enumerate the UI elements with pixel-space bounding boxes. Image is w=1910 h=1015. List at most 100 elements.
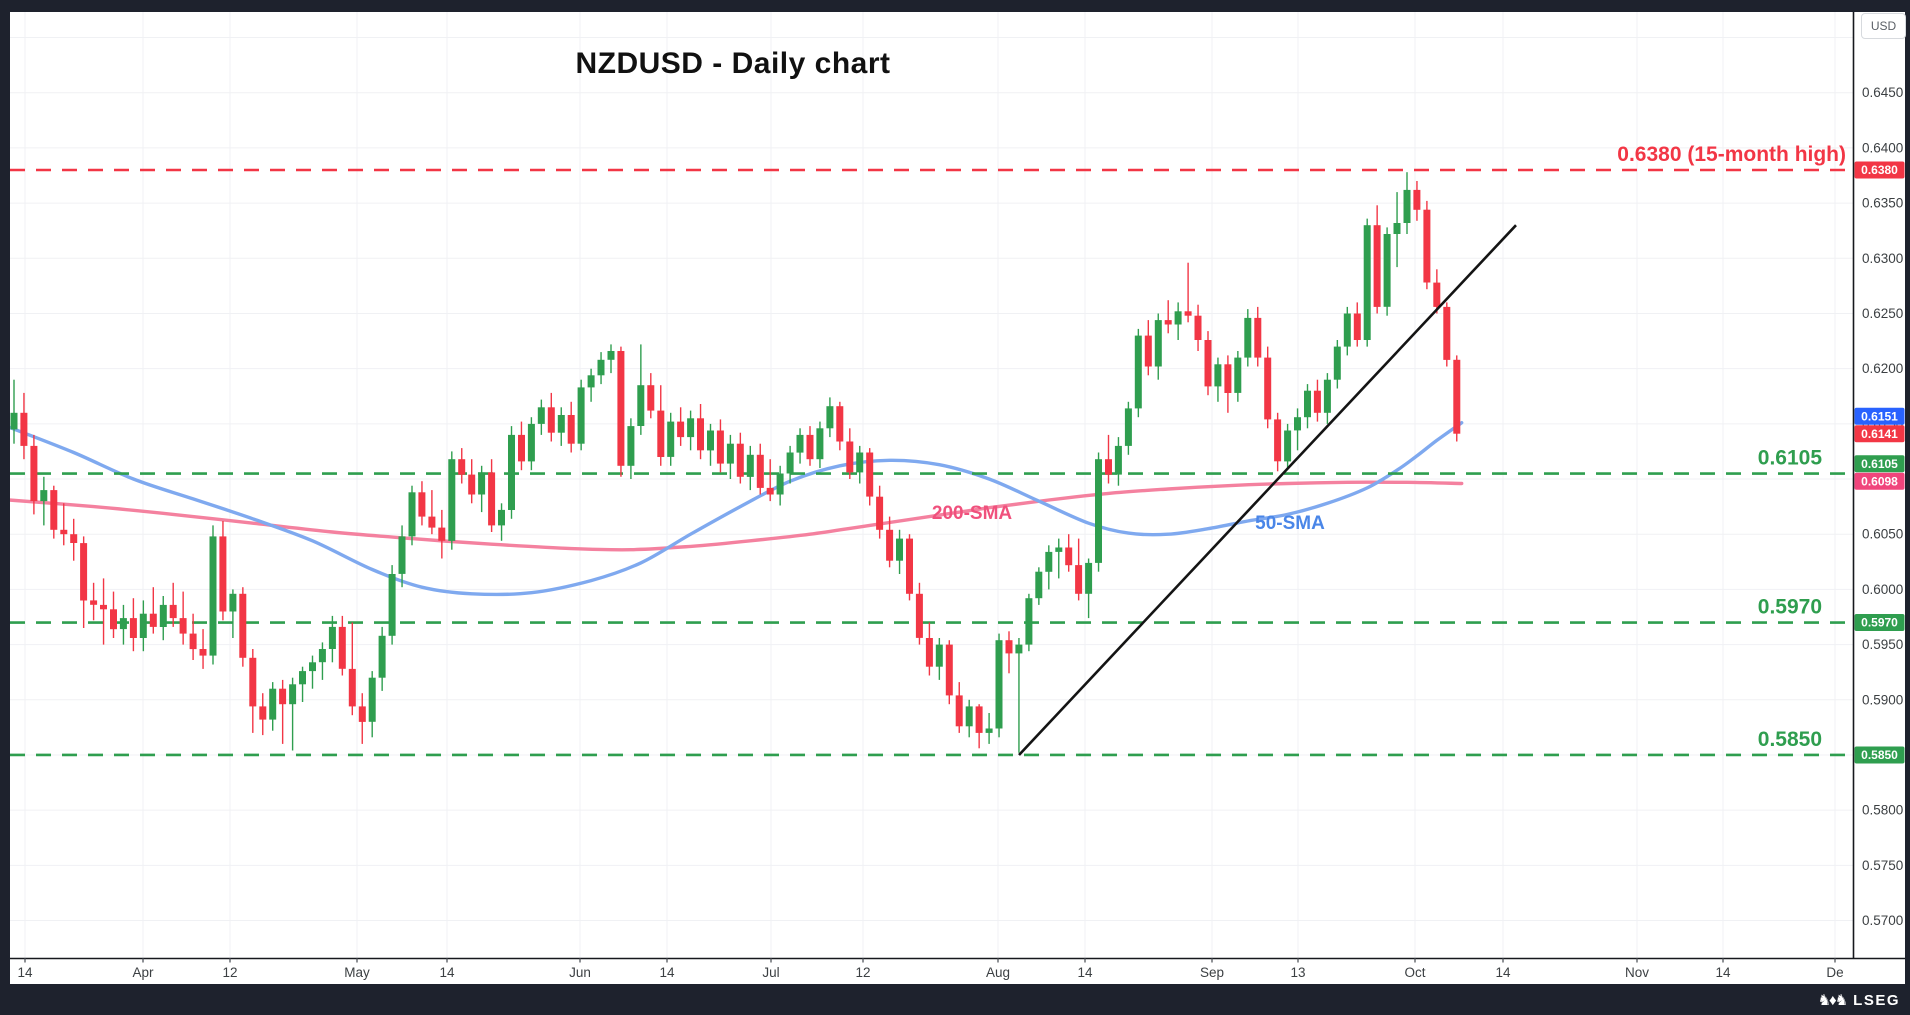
candle-body	[468, 474, 476, 495]
candle-body	[90, 600, 98, 605]
candle-body	[259, 706, 267, 720]
candle-body	[896, 538, 903, 561]
candle	[279, 679, 287, 744]
candle	[1144, 320, 1152, 376]
level-label: 0.6105	[1758, 447, 1823, 470]
price-badge: 0.5850	[1854, 746, 1905, 764]
candle	[269, 682, 277, 731]
candle-body	[886, 529, 894, 561]
x-axis-label: 14	[17, 965, 33, 980]
candle	[1095, 452, 1102, 572]
candle	[527, 417, 535, 471]
page-title: NZDUSD - Daily chart	[575, 47, 891, 80]
candle	[40, 476, 48, 526]
candle-body	[925, 638, 933, 667]
candle-body	[518, 434, 525, 462]
candle	[637, 344, 645, 435]
candle-body	[169, 604, 177, 619]
candle-body	[985, 728, 993, 733]
candle-body	[1413, 189, 1421, 210]
candle	[816, 421, 824, 468]
candle-body	[398, 536, 406, 574]
x-axis-label: 14	[659, 965, 675, 980]
candle	[577, 379, 585, 451]
candle-body	[716, 430, 724, 464]
candle-body	[995, 640, 1003, 729]
candle-body	[935, 644, 943, 667]
candle-body	[557, 415, 565, 433]
currency-selector[interactable]: USD	[1861, 13, 1906, 39]
candle	[1373, 205, 1381, 314]
candle	[139, 600, 147, 652]
candle-body	[537, 407, 545, 424]
candle-body	[527, 423, 535, 462]
candle	[687, 410, 695, 451]
candle	[995, 633, 1003, 738]
candle-body	[20, 412, 28, 446]
candle-body	[1393, 223, 1401, 234]
candle-body	[597, 359, 605, 376]
candle-body	[50, 490, 58, 530]
candle	[1224, 355, 1232, 413]
candle	[149, 587, 157, 634]
time-axis-panel[interactable]	[10, 958, 1905, 984]
candle	[955, 682, 963, 733]
candle	[30, 434, 38, 515]
candle-body	[388, 574, 396, 636]
candle	[806, 426, 814, 466]
candle	[209, 525, 217, 665]
candle	[219, 521, 227, 621]
candle-body	[846, 441, 854, 473]
candle	[915, 582, 923, 645]
top-frame-bar	[0, 0, 1910, 12]
candle	[478, 465, 486, 513]
candle	[129, 598, 137, 652]
candle-body	[697, 418, 704, 451]
candle-body	[627, 426, 635, 466]
candle	[707, 423, 714, 466]
candle	[547, 392, 555, 442]
candle-body	[488, 472, 496, 526]
level-label: 0.6380 (15-month high)	[1617, 143, 1846, 166]
candle-body	[110, 609, 117, 630]
candle-body	[1204, 340, 1212, 387]
candle	[20, 392, 28, 460]
candle	[1313, 379, 1321, 422]
candle	[1055, 538, 1063, 579]
price-badge-value: 0.6151	[1861, 410, 1898, 424]
candle	[746, 445, 754, 491]
candle	[657, 385, 665, 466]
candle	[378, 626, 386, 691]
candle-body	[1373, 225, 1381, 307]
y-axis-label: 0.6400	[1862, 140, 1903, 155]
candle-body	[269, 688, 277, 720]
lseg-logo: ♞♦♞ LSEG	[1818, 987, 1900, 1013]
candle-body	[229, 593, 237, 612]
x-axis-label: 14	[1495, 965, 1511, 980]
candle	[468, 459, 476, 504]
candle	[617, 346, 625, 477]
candle-body	[239, 593, 247, 658]
candle-body	[318, 649, 326, 663]
candle	[1363, 218, 1371, 347]
candle	[736, 432, 744, 484]
y-axis-label: 0.6200	[1862, 361, 1903, 376]
candle	[388, 565, 396, 645]
candle	[309, 655, 316, 689]
candle-body	[746, 454, 754, 477]
price-badge-bg	[1854, 614, 1905, 631]
x-axis-label: 12	[222, 965, 237, 980]
candle-body	[199, 649, 207, 656]
candle-body	[1134, 335, 1142, 409]
candle	[1323, 373, 1331, 424]
x-axis-label: Oct	[1404, 965, 1425, 980]
left-frame-bar	[0, 12, 10, 984]
candle-body	[617, 351, 625, 466]
candle-body	[40, 490, 48, 502]
candle-body	[418, 492, 426, 517]
price-badge-bg	[1854, 472, 1905, 490]
candle	[1174, 302, 1182, 340]
candle	[458, 448, 466, 484]
candle	[348, 622, 356, 716]
